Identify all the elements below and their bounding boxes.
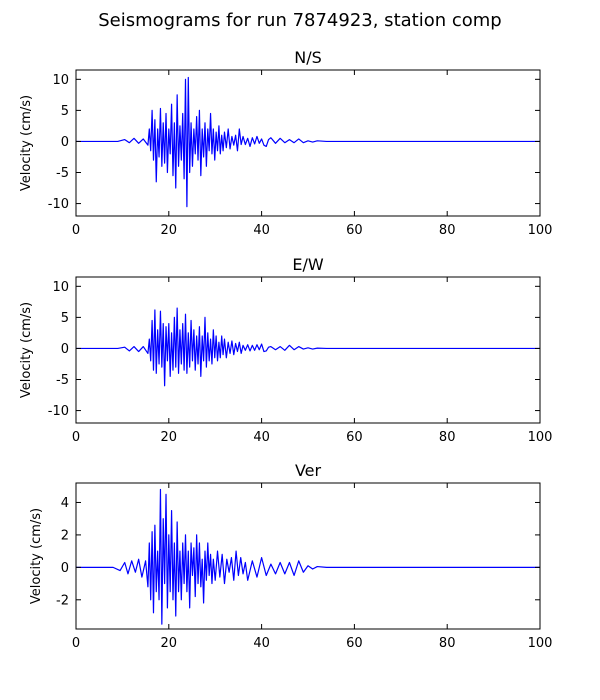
y-tick-label: -5 — [56, 166, 69, 181]
y-tick-label: 5 — [61, 311, 69, 326]
y-tick-label: -5 — [56, 373, 69, 388]
y-tick-label: 10 — [52, 73, 69, 88]
y-tick-label: 5 — [61, 104, 69, 119]
y-tick-label: -10 — [48, 197, 69, 212]
plot-frame — [75, 276, 541, 424]
plot-frame — [75, 69, 541, 217]
y-axis-label: Velocity (cm/s) — [19, 302, 34, 398]
y-tick-label: 10 — [52, 280, 69, 295]
panel-title: N/S — [294, 48, 322, 67]
x-tick-label: 40 — [253, 430, 270, 445]
chart-panel-1: 0 20 40 60 80 100 -10 -5 0 5 10 N/S Velocity (cm/s) — [19, 48, 552, 238]
y-tick-label: 4 — [61, 496, 69, 511]
x-tick-label: 100 — [528, 223, 553, 238]
x-tick-label: 60 — [346, 636, 363, 651]
chart-panel-3: 0 20 40 60 80 100 -2 0 2 4 Ver Velocity (cm/s) — [29, 461, 552, 651]
y-tick-label: 0 — [61, 342, 69, 357]
plot-frame — [75, 482, 541, 630]
x-tick-label: 60 — [346, 223, 363, 238]
x-tick-label: 20 — [161, 430, 178, 445]
series-line-1-1 — [76, 76, 540, 208]
figure-title: Seismograms for run 7874923, station com… — [98, 10, 502, 31]
panel-title: E/W — [292, 255, 324, 274]
x-tick-label: 100 — [528, 430, 553, 445]
y-tick-label: -2 — [56, 593, 69, 608]
x-tick-label: 0 — [72, 636, 80, 651]
y-tick-label: 0 — [61, 561, 69, 576]
series-line-2-1 — [76, 307, 540, 387]
y-tick-label: 2 — [61, 528, 69, 543]
x-tick-label: 20 — [161, 223, 178, 238]
x-tick-label: 60 — [346, 430, 363, 445]
x-tick-label: 40 — [253, 636, 270, 651]
y-tick-label: 0 — [61, 135, 69, 150]
panel-title: Ver — [295, 461, 322, 480]
y-axis-label: Velocity (cm/s) — [29, 508, 44, 604]
series-line-3-1 — [76, 488, 540, 625]
x-tick-label: 40 — [253, 223, 270, 238]
x-tick-label: 0 — [72, 223, 80, 238]
x-tick-label: 80 — [439, 430, 456, 445]
y-axis-label: Velocity (cm/s) — [19, 95, 34, 191]
y-tick-label: -10 — [48, 404, 69, 419]
x-tick-label: 0 — [72, 430, 80, 445]
x-tick-label: 80 — [439, 223, 456, 238]
x-tick-label: 20 — [161, 636, 178, 651]
chart-panel-2: 0 20 40 60 80 100 -10 -5 0 5 10 E/W Velocity (cm/s) — [19, 255, 552, 445]
x-tick-label: 100 — [528, 636, 553, 651]
x-tick-label: 80 — [439, 636, 456, 651]
